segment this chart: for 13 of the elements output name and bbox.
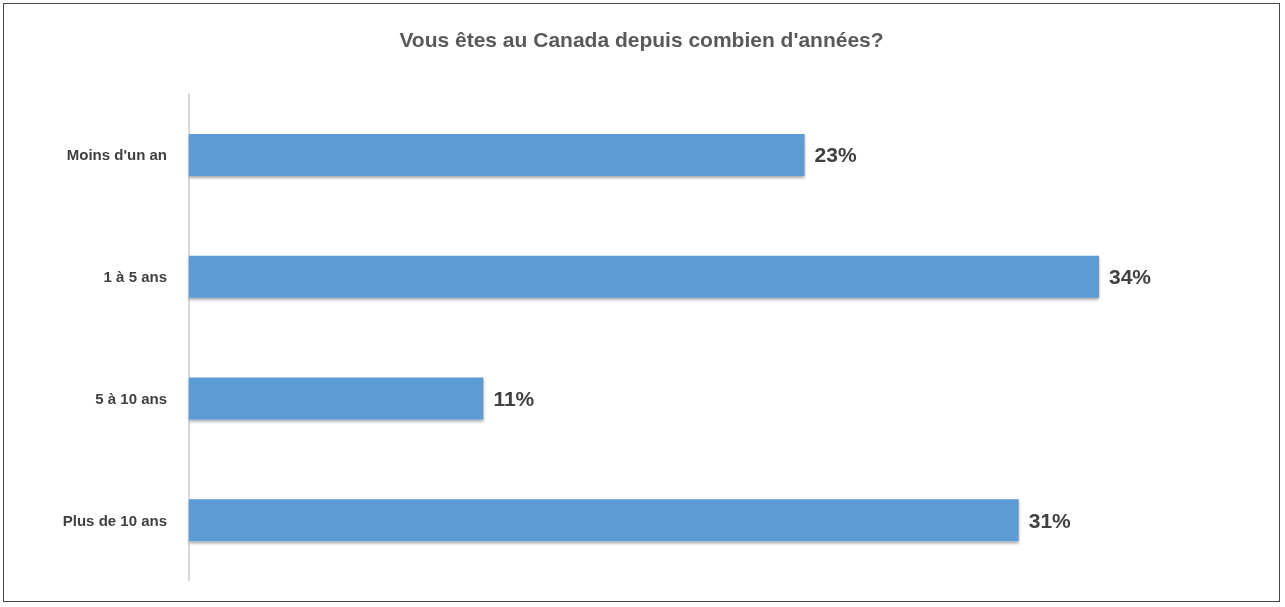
bar: [189, 377, 484, 420]
bar: [189, 133, 805, 176]
y-tick-label: 5 à 10 ans: [95, 389, 167, 407]
y-tick-label: Moins d'un an: [66, 146, 167, 164]
data-label: 11%: [493, 386, 535, 410]
bar: [189, 499, 1019, 542]
data-label: 34%: [1109, 265, 1152, 289]
y-tick-label: Plus de 10 ans: [62, 511, 167, 529]
chart-title: Vous êtes au Canada depuis combien d'années?: [399, 28, 884, 51]
data-label: 23%: [814, 143, 857, 167]
data-label: 31%: [1028, 508, 1072, 532]
bar: [189, 255, 1099, 298]
y-tick-label: 1 à 5 ans: [103, 268, 167, 286]
